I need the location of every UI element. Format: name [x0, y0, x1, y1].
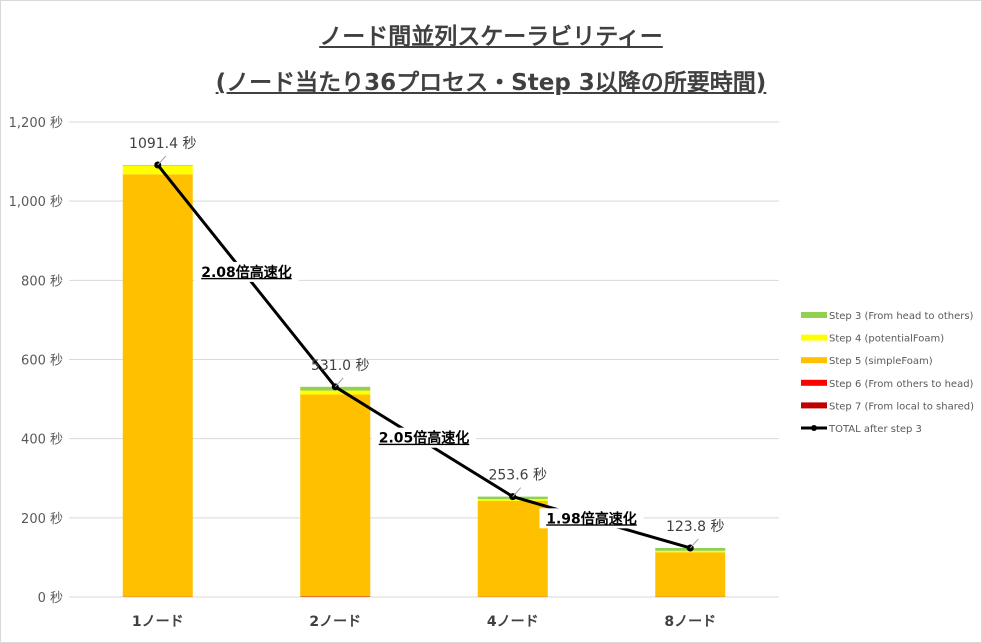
- bar-segment: [122, 165, 193, 175]
- bar-segment: [122, 174, 193, 597]
- legend-swatch: [801, 402, 827, 409]
- annotation-bg: [194, 261, 299, 282]
- x-tick-label: 4ノード: [487, 614, 539, 630]
- legend-swatch: [801, 357, 827, 364]
- legend-entry: Step 7 (From local to shared): [829, 401, 974, 412]
- total-line: [156, 164, 691, 550]
- bar-segment: [655, 550, 726, 553]
- data-label: 123.8 秒: [666, 519, 725, 535]
- bar-segment: [655, 552, 726, 597]
- y-tick-label: 800 秒: [21, 274, 63, 289]
- legend-swatch: [801, 379, 827, 386]
- data-label: 253.6 秒: [488, 468, 547, 484]
- legend-swatch: [801, 334, 827, 341]
- annotation-bg: [539, 508, 644, 529]
- data-label-leader: [157, 155, 167, 166]
- x-tick-label: 8ノード: [664, 614, 716, 630]
- legend-entry: Step 6 (From others to head): [829, 379, 974, 390]
- y-tick-label: 200 秒: [21, 512, 63, 527]
- y-tick-label: 1,000 秒: [9, 195, 63, 210]
- y-tick-label: 1,200 秒: [9, 116, 63, 131]
- legend-entry: TOTAL after step 3: [828, 424, 922, 435]
- y-tick-label: 600 秒: [21, 354, 63, 369]
- bar-segment: [477, 500, 548, 597]
- data-label: 1091.4 秒: [129, 136, 196, 152]
- legend-entry: Step 4 (potentialFoam): [829, 334, 944, 345]
- speedup-annotation: 2.08倍高速化: [201, 264, 292, 281]
- chart-subtitle: (ノード当たり36プロセス・Step 3以降の所要時間): [215, 70, 767, 96]
- data-label-leader: [334, 377, 344, 388]
- y-tick-label: 0 秒: [38, 591, 63, 606]
- chart-title: ノード間並列スケーラビリティー: [319, 24, 663, 50]
- x-tick-label: 1ノード: [132, 614, 184, 630]
- legend-entry: Step 5 (simpleFoam): [829, 356, 933, 367]
- legend-marker: [811, 425, 817, 431]
- legend-swatch: [801, 312, 827, 318]
- annotation-bg: [372, 427, 476, 448]
- bar-segment: [300, 394, 371, 597]
- legend-entry: Step 3 (From head to others): [829, 311, 974, 322]
- x-tick-label: 2ノード: [309, 614, 361, 630]
- bar-segment: [300, 390, 371, 395]
- data-label-leader: [689, 538, 699, 549]
- y-tick-label: 400 秒: [21, 433, 63, 448]
- speedup-annotation: 2.05倍高速化: [379, 430, 470, 447]
- data-label-leader: [512, 487, 522, 497]
- speedup-annotation: 1.98倍高速化: [546, 510, 637, 527]
- data-label: 531.0 秒: [311, 358, 370, 374]
